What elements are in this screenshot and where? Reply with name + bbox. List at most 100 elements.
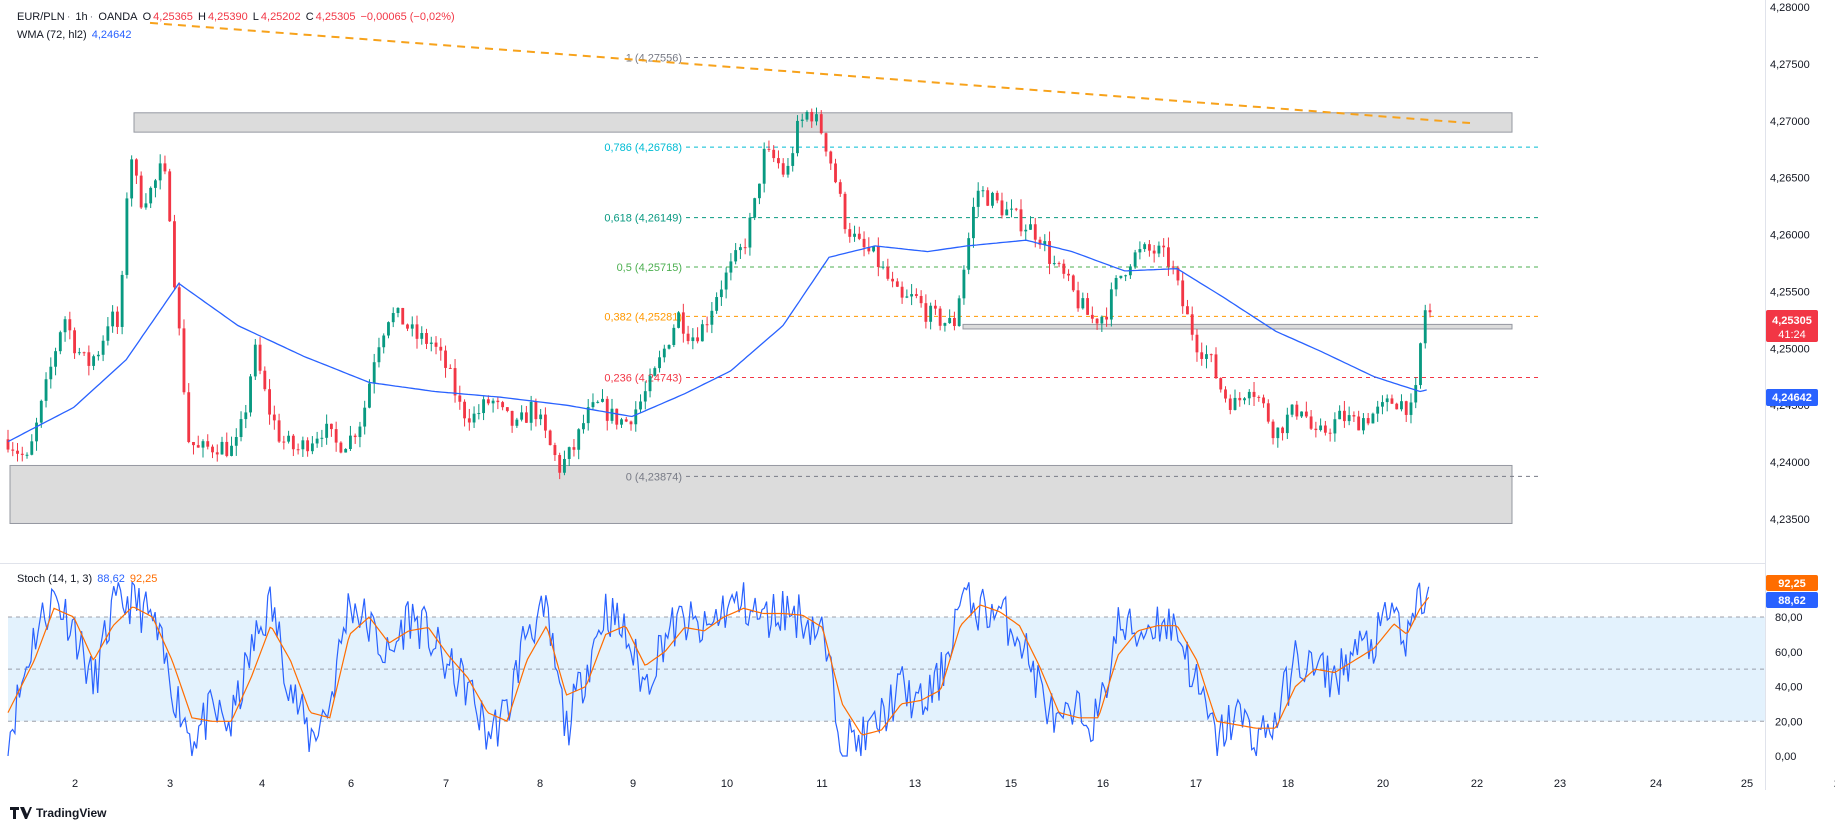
stoch-d-badge: 92,25: [1778, 578, 1806, 590]
zone-pivot: [962, 323, 1513, 330]
candle-body: [1238, 397, 1242, 401]
candle-body: [501, 402, 505, 408]
time-tick-label: 18: [1282, 778, 1294, 790]
time-tick-label: 2: [72, 778, 78, 790]
candle-body: [25, 454, 29, 456]
candle-body: [54, 351, 57, 367]
fib-label-2: 0,618 (4,26149): [604, 213, 682, 225]
candle-body: [986, 190, 990, 206]
candle-body: [277, 420, 281, 442]
candle-body: [1390, 398, 1394, 404]
candle-body: [16, 450, 19, 454]
symbol-legend[interactable]: EUR/PLN · 1h · OANDA O 4,25365 H 4,25390 L 4,…: [17, 11, 455, 23]
time-tick-label: 25: [1741, 778, 1753, 790]
candle-body: [439, 346, 443, 351]
candle-body: [1019, 209, 1023, 232]
candle-body: [106, 326, 110, 341]
wma-legend[interactable]: WMA (72, hl2) 4,24642: [17, 28, 134, 42]
trendline[interactable]: [149, 21, 1471, 125]
candle-body: [339, 442, 343, 453]
candle-body: [601, 398, 604, 402]
candle-body: [743, 247, 747, 249]
time-tick-label: 16: [1097, 778, 1109, 790]
stoch-k-badge: 88,62: [1778, 595, 1806, 607]
candle-body: [272, 414, 276, 421]
candle-body: [1224, 389, 1227, 399]
candle-body: [1205, 354, 1208, 359]
candle-body: [477, 413, 481, 415]
candle-body: [239, 419, 243, 438]
candle-body: [1081, 298, 1085, 309]
candle-body: [700, 324, 704, 342]
candle-body: [396, 307, 400, 314]
time-tick-label: 10: [721, 778, 733, 790]
candle-body: [629, 421, 633, 425]
candle-body: [11, 449, 15, 451]
candle-body: [710, 310, 714, 325]
candle-body: [653, 368, 657, 376]
candle-body: [591, 402, 595, 408]
candle-body: [291, 435, 295, 450]
zone-support: [9, 464, 1513, 524]
stoch-legend[interactable]: Stoch (14, 1, 3) 88,62 92,25: [17, 572, 159, 586]
candle-body: [772, 149, 776, 159]
zones: [9, 112, 1513, 524]
candle-body: [615, 408, 619, 425]
candle-body: [572, 447, 576, 450]
candle-body: [719, 289, 723, 298]
stoch-d-badge-bg: [1766, 575, 1818, 591]
candle-body: [596, 401, 600, 403]
candle-body: [1029, 224, 1032, 230]
candle-body: [1076, 290, 1080, 309]
candle-body: [453, 368, 457, 396]
candle-body: [524, 412, 528, 423]
candle-body: [577, 429, 581, 450]
stoch-tick-label: 60,00: [1775, 647, 1803, 659]
candle-body: [1219, 378, 1223, 390]
candle-body: [1038, 239, 1042, 245]
candle-body: [472, 413, 476, 423]
fib-retracement[interactable]: 1 (4,27556)0,786 (4,26768)0,618 (4,26149…: [604, 53, 1540, 484]
time-axis[interactable]: 234678910111315161718202223242527: [72, 778, 1835, 790]
candle-body: [1124, 275, 1128, 277]
candle-body: [1190, 314, 1194, 335]
candle-body: [491, 400, 495, 404]
candle-body: [406, 324, 409, 329]
candle-body: [244, 412, 248, 420]
candle-body: [301, 440, 305, 450]
fib-label-4: 0,382 (4,25281): [604, 311, 682, 323]
candle-body: [87, 352, 91, 366]
candle-body: [1014, 208, 1018, 210]
candle-body: [115, 311, 119, 327]
candle-body: [696, 337, 700, 342]
candle-body: [1257, 396, 1261, 398]
candle-body: [582, 423, 585, 430]
candle-body: [1195, 334, 1199, 353]
candle-body: [1000, 200, 1004, 216]
price-axis[interactable]: 4,235004,240004,245004,250004,255004,260…: [1770, 2, 1810, 526]
candle-body: [63, 319, 67, 333]
timeframe: 1h: [75, 11, 88, 23]
candle-body: [391, 313, 395, 323]
candle-body: [429, 342, 433, 344]
candle-body: [177, 287, 181, 329]
candle-body: [762, 148, 766, 184]
candle-body: [1281, 427, 1284, 434]
candle-body: [715, 297, 719, 311]
time-tick-label: 13: [909, 778, 921, 790]
candle-body: [686, 333, 690, 342]
candle-body: [1181, 280, 1185, 307]
candle-body: [92, 356, 96, 366]
price-tick-label: 4,23500: [1770, 514, 1810, 526]
time-tick-label: 17: [1190, 778, 1202, 790]
candle-body: [919, 295, 923, 304]
candle-body: [168, 171, 172, 222]
stoch-axis[interactable]: 0,00 20,00 40,00 60,00 80,00: [1775, 612, 1803, 763]
low-value: 4,25202: [260, 11, 301, 23]
candle-body: [144, 203, 148, 208]
candle-body: [962, 269, 966, 299]
tradingview-logo[interactable]: TradingView: [10, 806, 106, 820]
candle-body: [1352, 415, 1356, 417]
candle-body: [872, 246, 875, 252]
